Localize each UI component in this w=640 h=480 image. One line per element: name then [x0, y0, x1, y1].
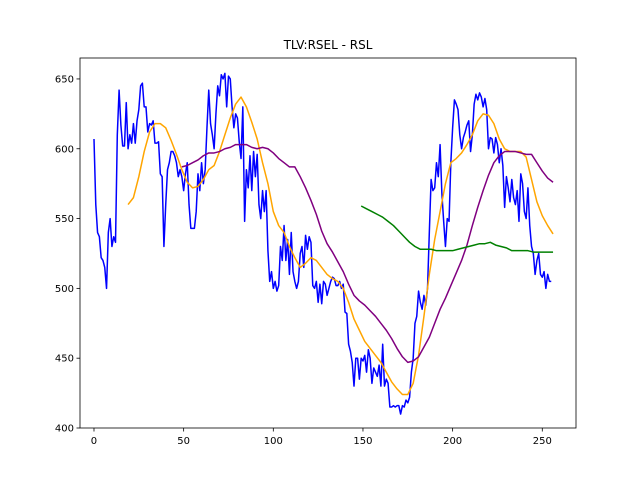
- x-tick-label: 250: [533, 436, 552, 447]
- plot-frame: [79, 57, 577, 429]
- plot-area: [93, 72, 554, 415]
- y-tick-label: 550: [55, 214, 74, 225]
- series-line-4: [360, 205, 554, 253]
- series-line-3: [181, 143, 554, 364]
- x-tick-label: 50: [177, 436, 190, 447]
- y-tick-label: 450: [55, 354, 74, 365]
- axes: 0 50 100 150 200 250 400 450 500 550 600 650: [55, 57, 577, 447]
- y-tick-label: 400: [55, 424, 74, 435]
- x-tick-label: 150: [353, 436, 372, 447]
- x-tick-label: 100: [264, 436, 283, 447]
- x-tick-label: 0: [91, 436, 97, 447]
- series-line-1: [93, 72, 552, 415]
- x-tick-label: 200: [443, 436, 462, 447]
- series-line-2: [127, 96, 554, 396]
- y-tick-label: 650: [55, 74, 74, 85]
- y-tick-label: 600: [55, 144, 74, 155]
- chart-title: TLV:RSEL - RSL: [283, 38, 373, 52]
- y-tick-label: 500: [55, 284, 74, 295]
